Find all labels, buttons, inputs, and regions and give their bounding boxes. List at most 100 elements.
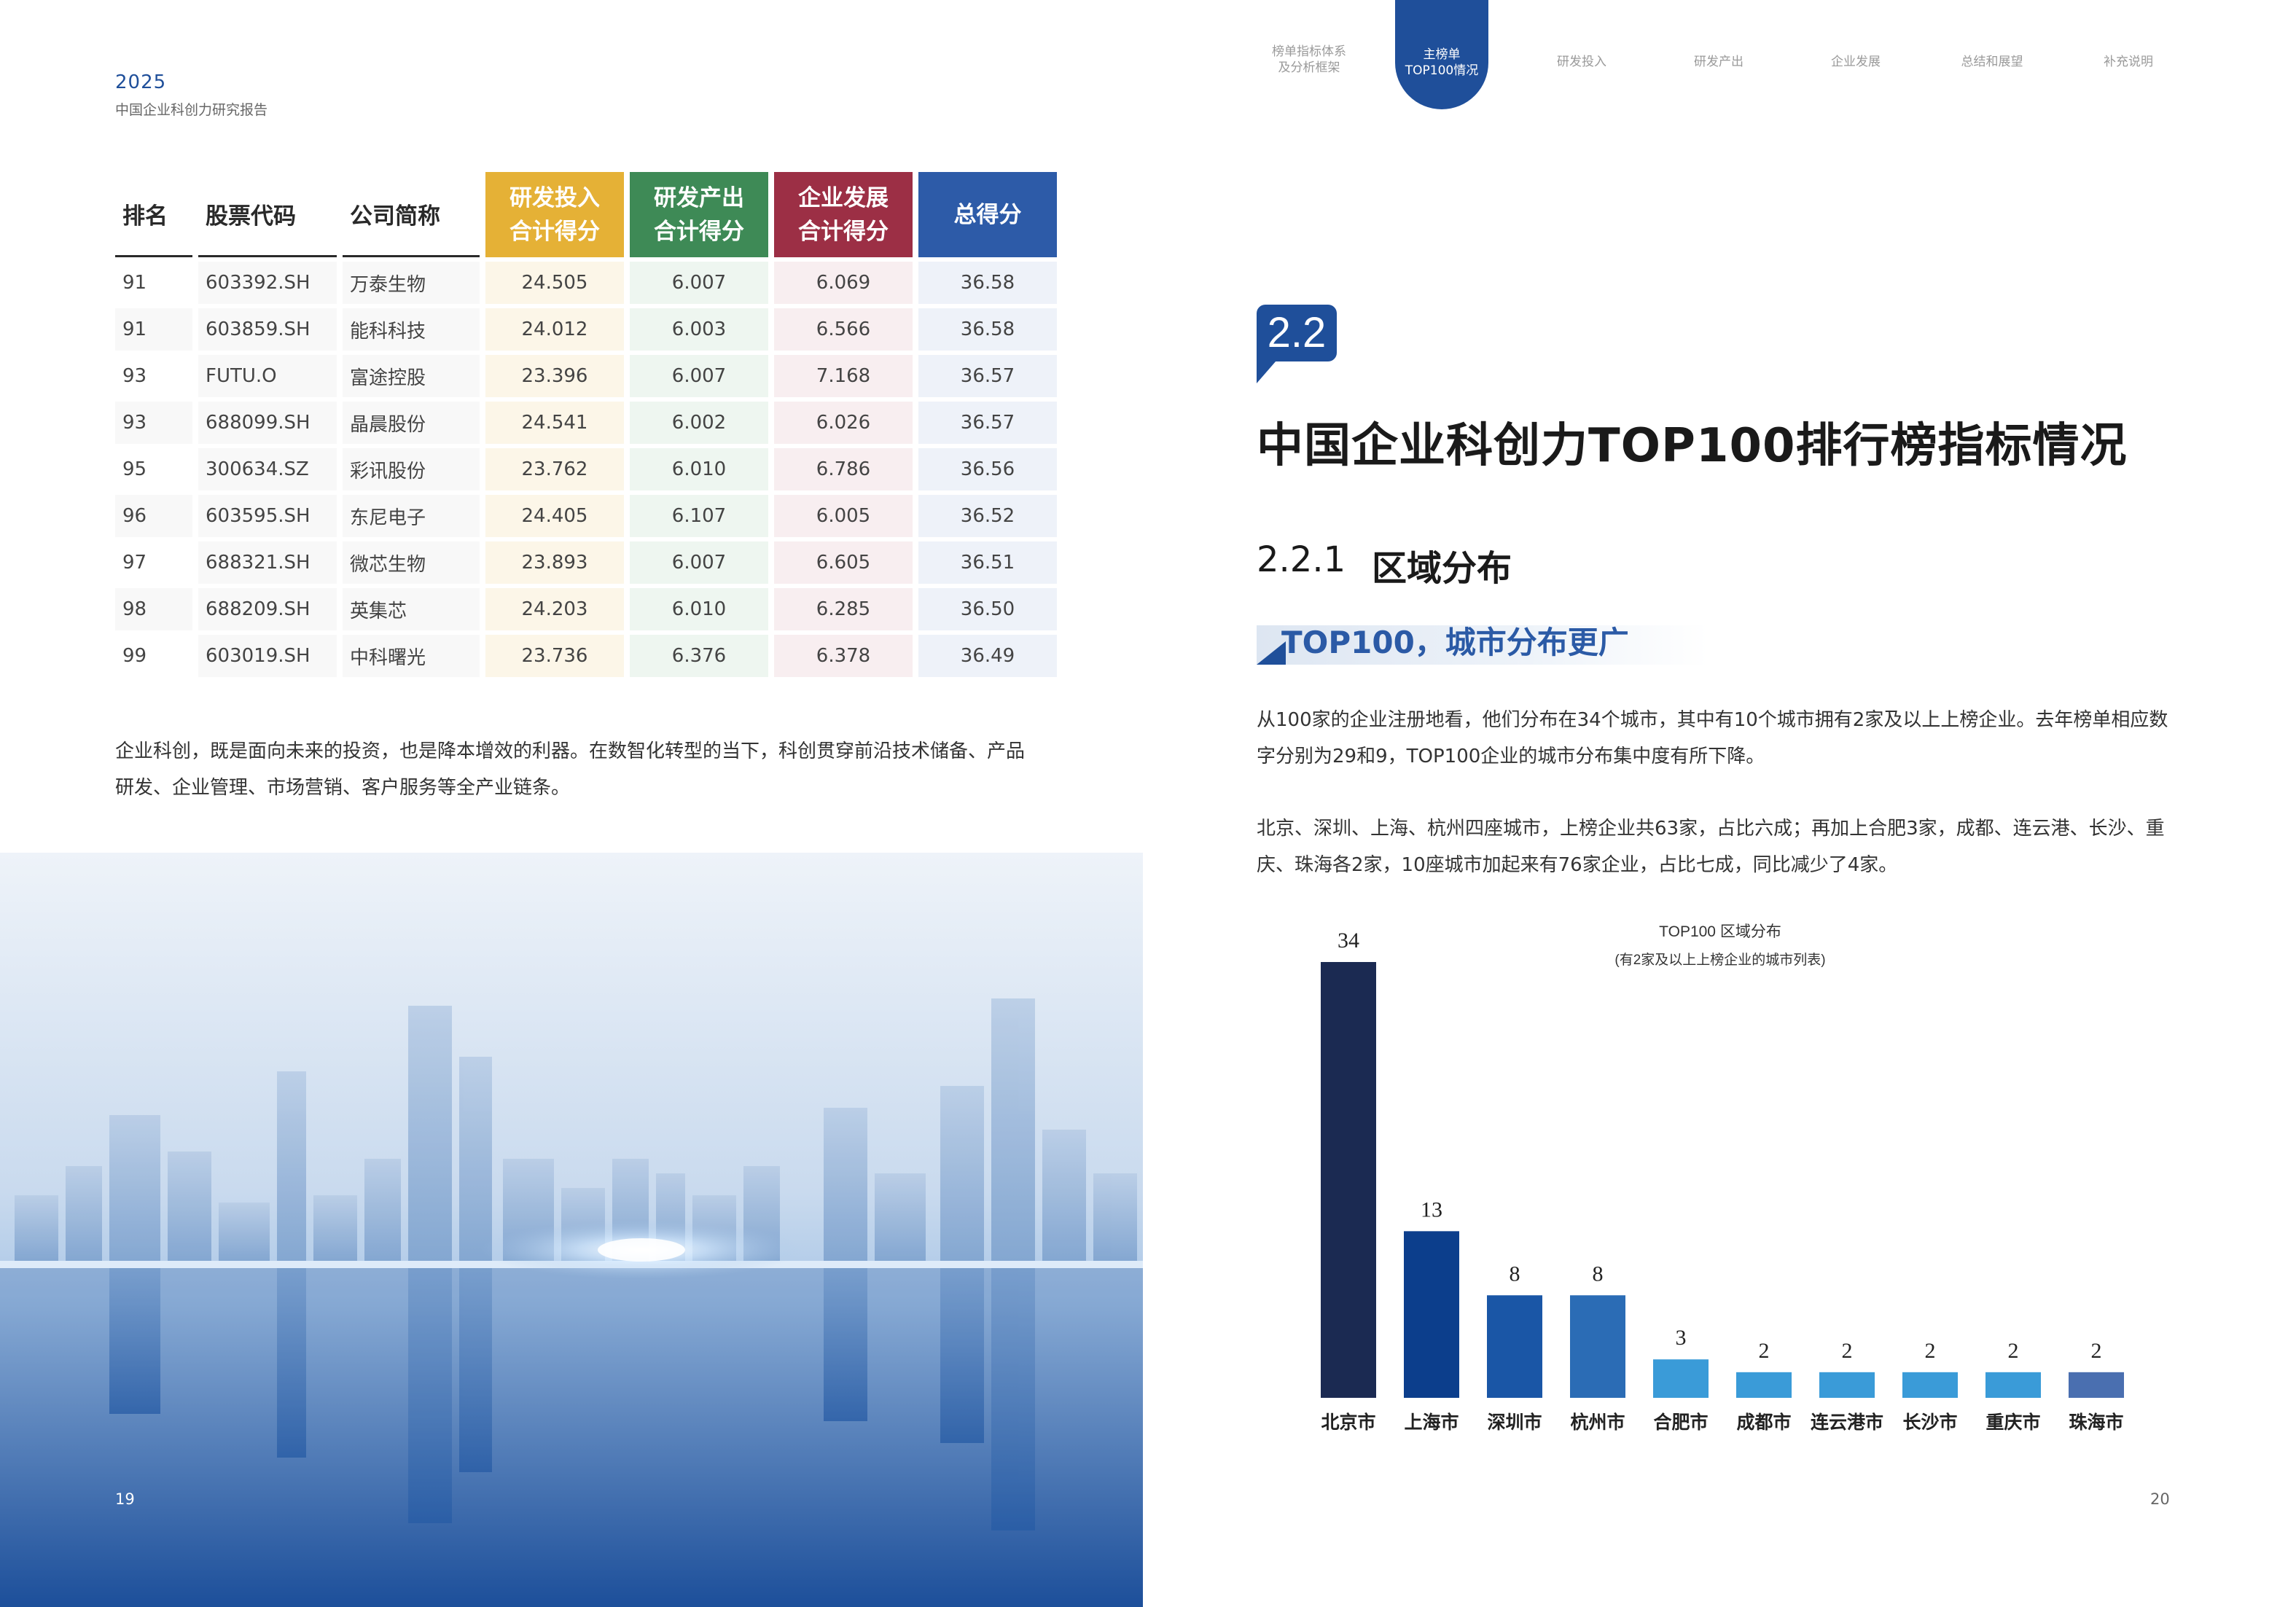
table-header-row: 排名 股票代码 公司简称 研发投入 合计得分 研发产出 合计得分 企业发展 合计…: [115, 172, 1057, 257]
cell-rd-score: 24.405: [485, 495, 624, 537]
cell-company: 英集芯: [343, 588, 480, 630]
bar-chart-svg: TOP100 区域分布 (有2家及以上上榜企业的城市列表) 34 北京市 13 上海市…: [1321, 923, 2124, 1433]
bar-2: [1487, 1295, 1542, 1398]
nav-item-index-system[interactable]: 榜单指标体系 及分析框架: [1258, 44, 1360, 76]
cell-code: 603019.SH: [198, 635, 337, 677]
cell-total-score: 36.52: [918, 495, 1057, 537]
report-title: 中国企业科创力研究报告: [115, 102, 268, 118]
header-total-score: 总得分: [918, 172, 1057, 257]
header-code: 股票代码: [198, 172, 337, 257]
cell-total-score: 36.58: [918, 262, 1057, 304]
city-skyline-image: [0, 853, 1143, 1607]
bar-value-label: 34: [1338, 928, 1359, 953]
cell-rank: 93: [115, 402, 192, 444]
cell-output-score: 6.007: [630, 541, 768, 584]
category-label: 重庆市: [1985, 1412, 2040, 1433]
cell-rd-score: 24.505: [485, 262, 624, 304]
cell-development-score: 6.786: [774, 448, 913, 490]
cell-company: 东尼电子: [343, 495, 480, 537]
cell-rank: 97: [115, 541, 192, 584]
table-row: 93 688099.SH 晶晨股份 24.541 6.002 6.026 36.57: [115, 402, 1057, 444]
cell-total-score: 36.58: [918, 308, 1057, 351]
report-year: 2025: [115, 71, 167, 93]
cell-rank: 93: [115, 355, 192, 397]
bar-value-label: 8: [1593, 1262, 1604, 1286]
chart-title: TOP100 区域分布: [1659, 923, 1781, 940]
nav-item-supplement[interactable]: 补充说明: [2104, 55, 2153, 69]
cell-total-score: 36.49: [918, 635, 1057, 677]
category-label: 珠海市: [2069, 1412, 2123, 1433]
cell-code: 688099.SH: [198, 402, 337, 444]
category-label: 成都市: [1736, 1412, 1791, 1433]
section-title: 中国企业科创力TOP100排行榜指标情况: [1257, 419, 2128, 473]
header-output-score: 研发产出 合计得分: [630, 172, 768, 257]
cell-development-score: 6.566: [774, 308, 913, 351]
header-dev-line2: 合计得分: [798, 218, 889, 245]
cell-output-score: 6.003: [630, 308, 768, 351]
bar-value-label: 8: [1510, 1262, 1520, 1286]
cell-code: 300634.SZ: [198, 448, 337, 490]
category-label: 上海市: [1404, 1412, 1459, 1433]
chart-subtitle: (有2家及以上上榜企业的城市列表): [1614, 952, 1825, 968]
cell-rd-score: 23.893: [485, 541, 624, 584]
cell-output-score: 6.107: [630, 495, 768, 537]
bar-value-label: 2: [1842, 1339, 1853, 1363]
cell-rd-score: 23.762: [485, 448, 624, 490]
table-row: 93 FUTU.O 富途控股 23.396 6.007 7.168 36.57: [115, 355, 1057, 397]
header-out-line1: 研发产出: [654, 184, 744, 211]
header-development-score: 企业发展 合计得分: [774, 172, 913, 257]
category-label: 杭州市: [1570, 1412, 1625, 1433]
nav-active-line2: TOP100情况: [1405, 63, 1479, 78]
cell-code: 603392.SH: [198, 262, 337, 304]
bar-value-label: 3: [1676, 1326, 1687, 1350]
bar-value-label: 2: [2008, 1339, 2019, 1363]
cell-development-score: 7.168: [774, 355, 913, 397]
header-rank: 排名: [115, 172, 192, 257]
bar-7: [1902, 1372, 1958, 1398]
cell-company: 彩讯股份: [343, 448, 480, 490]
cell-total-score: 36.50: [918, 588, 1057, 630]
nav-item-development[interactable]: 企业发展: [1831, 55, 1881, 69]
nav-item-top100-active[interactable]: 主榜单 TOP100情况: [1395, 0, 1488, 109]
nav-item-rd-input[interactable]: 研发投入: [1557, 55, 1606, 69]
cell-total-score: 36.51: [918, 541, 1057, 584]
header-rd-line2: 合计得分: [509, 218, 600, 245]
header-dev-line1: 企业发展: [798, 184, 889, 211]
cell-rd-score: 24.012: [485, 308, 624, 351]
header-rd-line1: 研发投入: [509, 184, 600, 211]
cell-output-score: 6.376: [630, 635, 768, 677]
cell-rank: 98: [115, 588, 192, 630]
cell-rd-score: 23.396: [485, 355, 624, 397]
bar-6: [1819, 1372, 1875, 1398]
nav-item-summary[interactable]: 总结和展望: [1961, 55, 2023, 69]
header-rd-score: 研发投入 合计得分: [485, 172, 624, 257]
cell-company: 能科科技: [343, 308, 480, 351]
nav-item-rd-output[interactable]: 研发产出: [1694, 55, 1744, 69]
bar-value-label: 2: [1759, 1339, 1770, 1363]
table-row: 91 603859.SH 能科科技 24.012 6.003 6.566 36.58: [115, 308, 1057, 351]
bar-value-label: 13: [1421, 1197, 1442, 1221]
cell-development-score: 6.069: [774, 262, 913, 304]
cell-development-score: 6.378: [774, 635, 913, 677]
cell-development-score: 6.285: [774, 588, 913, 630]
right-paragraph-1: 从100家的企业注册地看，他们分布在34个城市，其中有10个城市拥有2家及以上上…: [1257, 709, 2168, 767]
left-paragraph: 企业科创，既是面向未来的投资，也是降本增效的利器。在数智化转型的当下，科创贯穿前…: [115, 740, 1026, 799]
bar-value-label: 2: [2091, 1339, 2102, 1363]
right-paragraph-2: 北京、深圳、上海、杭州四座城市，上榜企业共63家，占比六成；再加上合肥3家，成都…: [1257, 818, 2165, 876]
cell-development-score: 6.605: [774, 541, 913, 584]
cell-rank: 99: [115, 635, 192, 677]
bar-1: [1404, 1231, 1459, 1398]
ranking-table: 排名 股票代码 公司简称 研发投入 合计得分 研发产出 合计得分 企业发展 合计…: [109, 168, 1063, 681]
bar-group: 34 北京市 13 上海市 8 深圳市 8 杭州市 3 合肥市 2 成都市 2 连云港市 2 长沙市 2 重庆市 2…: [1321, 928, 2124, 1433]
cell-company: 万泰生物: [343, 262, 480, 304]
cell-rank: 91: [115, 262, 192, 304]
cell-output-score: 6.002: [630, 402, 768, 444]
cell-total-score: 36.56: [918, 448, 1057, 490]
cell-code: FUTU.O: [198, 355, 337, 397]
table-row: 97 688321.SH 微芯生物 23.893 6.007 6.605 36.51: [115, 541, 1057, 584]
cell-company: 晶晨股份: [343, 402, 480, 444]
page-number-right: 20: [2150, 1490, 2170, 1508]
bar-3: [1570, 1295, 1625, 1398]
category-label: 北京市: [1321, 1412, 1375, 1433]
cell-rank: 91: [115, 308, 192, 351]
